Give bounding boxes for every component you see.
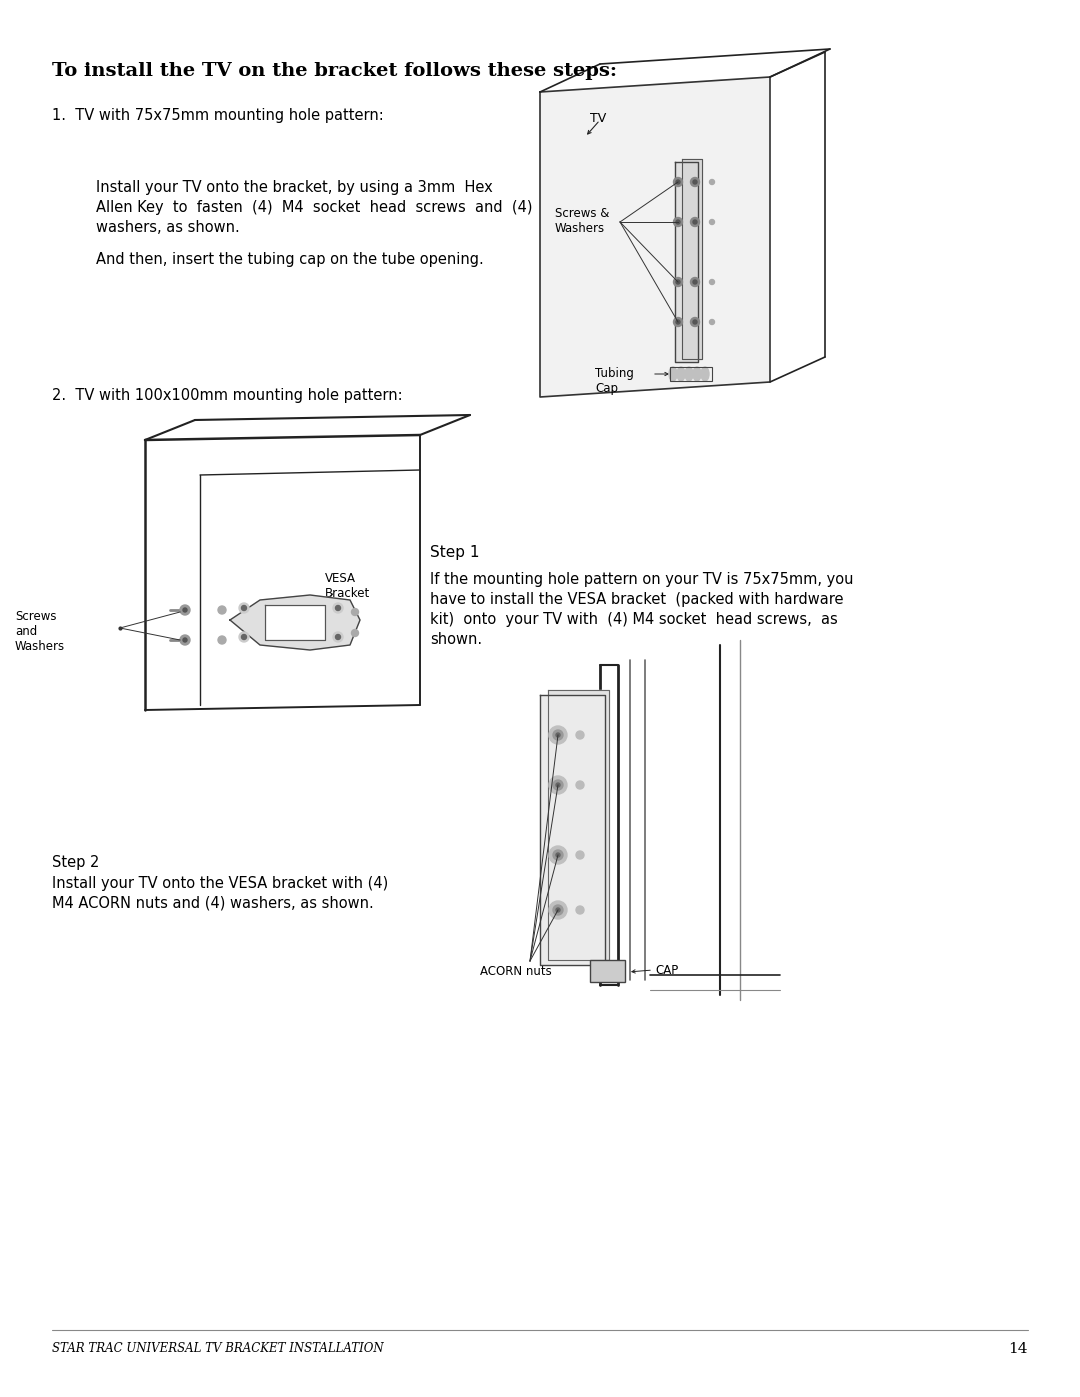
Circle shape — [674, 278, 683, 286]
Text: Step 2: Step 2 — [52, 855, 99, 870]
Text: And then, insert the tubing cap on the tube opening.: And then, insert the tubing cap on the t… — [96, 251, 484, 267]
Ellipse shape — [685, 367, 693, 381]
Text: Install your TV onto the bracket, by using a 3mm  Hex: Install your TV onto the bracket, by usi… — [96, 180, 492, 196]
Text: To install the TV on the bracket follows these steps:: To install the TV on the bracket follows… — [52, 61, 617, 80]
Bar — [670, 367, 712, 381]
Circle shape — [710, 219, 715, 225]
Circle shape — [693, 180, 697, 184]
Circle shape — [333, 631, 343, 643]
Text: kit)  onto  your TV with  (4) M4 socket  head screws,  as: kit) onto your TV with (4) M4 socket hea… — [430, 612, 838, 627]
Circle shape — [351, 609, 359, 616]
Polygon shape — [265, 605, 325, 640]
Ellipse shape — [701, 367, 708, 381]
Circle shape — [549, 847, 567, 863]
Circle shape — [693, 320, 697, 324]
Polygon shape — [548, 690, 609, 960]
Circle shape — [690, 177, 700, 187]
Circle shape — [576, 907, 584, 914]
Circle shape — [693, 279, 697, 284]
Circle shape — [556, 782, 561, 787]
Circle shape — [676, 320, 680, 324]
Text: Allen Key  to  fasten  (4)  M4  socket  head  screws  and  (4): Allen Key to fasten (4) M4 socket head s… — [96, 200, 532, 215]
Circle shape — [690, 218, 700, 226]
Text: have to install the VESA bracket  (packed with hardware: have to install the VESA bracket (packed… — [430, 592, 843, 608]
Circle shape — [336, 634, 340, 640]
Circle shape — [690, 317, 700, 327]
Circle shape — [674, 317, 683, 327]
Circle shape — [549, 726, 567, 745]
Polygon shape — [681, 159, 702, 359]
Text: Screws
and
Washers: Screws and Washers — [15, 610, 65, 652]
Text: M4 ACORN nuts and (4) washers, as shown.: M4 ACORN nuts and (4) washers, as shown. — [52, 895, 374, 911]
Circle shape — [336, 605, 340, 610]
Circle shape — [549, 901, 567, 919]
Circle shape — [710, 279, 715, 285]
Circle shape — [674, 177, 683, 187]
Circle shape — [549, 775, 567, 793]
Text: 14: 14 — [1009, 1343, 1028, 1356]
Circle shape — [556, 854, 561, 856]
Circle shape — [242, 605, 246, 610]
Circle shape — [218, 636, 226, 644]
Circle shape — [576, 851, 584, 859]
Circle shape — [180, 605, 190, 615]
Circle shape — [710, 179, 715, 184]
Text: Install your TV onto the VESA bracket with (4): Install your TV onto the VESA bracket wi… — [52, 876, 388, 891]
Ellipse shape — [677, 367, 685, 381]
Circle shape — [553, 905, 563, 915]
Text: Step 1: Step 1 — [430, 545, 480, 560]
Circle shape — [676, 219, 680, 224]
Circle shape — [556, 733, 561, 738]
Text: Screws &
Washers: Screws & Washers — [555, 207, 609, 235]
Circle shape — [690, 278, 700, 286]
Text: If the mounting hole pattern on your TV is 75x75mm, you: If the mounting hole pattern on your TV … — [430, 571, 853, 587]
Text: TV: TV — [590, 112, 606, 124]
Circle shape — [333, 604, 343, 613]
Ellipse shape — [669, 367, 677, 381]
Text: shown.: shown. — [430, 631, 482, 647]
Circle shape — [553, 849, 563, 861]
Circle shape — [576, 781, 584, 789]
Circle shape — [218, 606, 226, 615]
Circle shape — [183, 638, 187, 643]
Text: CAP: CAP — [654, 964, 678, 977]
Polygon shape — [540, 694, 605, 965]
Circle shape — [710, 320, 715, 324]
Circle shape — [676, 180, 680, 184]
Circle shape — [239, 604, 249, 613]
Circle shape — [674, 218, 683, 226]
Circle shape — [556, 908, 561, 912]
Bar — [590, 960, 625, 982]
Circle shape — [351, 630, 359, 637]
Circle shape — [183, 608, 187, 612]
Circle shape — [239, 631, 249, 643]
Text: 2.  TV with 100x100mm mounting hole pattern:: 2. TV with 100x100mm mounting hole patte… — [52, 388, 403, 402]
Circle shape — [242, 634, 246, 640]
Polygon shape — [540, 77, 770, 397]
Text: washers, as shown.: washers, as shown. — [96, 219, 240, 235]
Text: Tubing
Cap: Tubing Cap — [595, 367, 634, 395]
Circle shape — [553, 731, 563, 740]
Circle shape — [676, 279, 680, 284]
Circle shape — [180, 636, 190, 645]
Circle shape — [693, 219, 697, 224]
Text: VESA
Bracket: VESA Bracket — [325, 571, 370, 599]
Text: 1.  TV with 75x75mm mounting hole pattern:: 1. TV with 75x75mm mounting hole pattern… — [52, 108, 383, 123]
Text: ACORN nuts: ACORN nuts — [480, 965, 552, 978]
Text: STAR TRAC UNIVERSAL TV BRACKET INSTALLATION: STAR TRAC UNIVERSAL TV BRACKET INSTALLAT… — [52, 1343, 383, 1355]
Ellipse shape — [693, 367, 701, 381]
Circle shape — [576, 731, 584, 739]
Polygon shape — [675, 162, 698, 362]
Circle shape — [553, 780, 563, 789]
Polygon shape — [230, 595, 360, 650]
